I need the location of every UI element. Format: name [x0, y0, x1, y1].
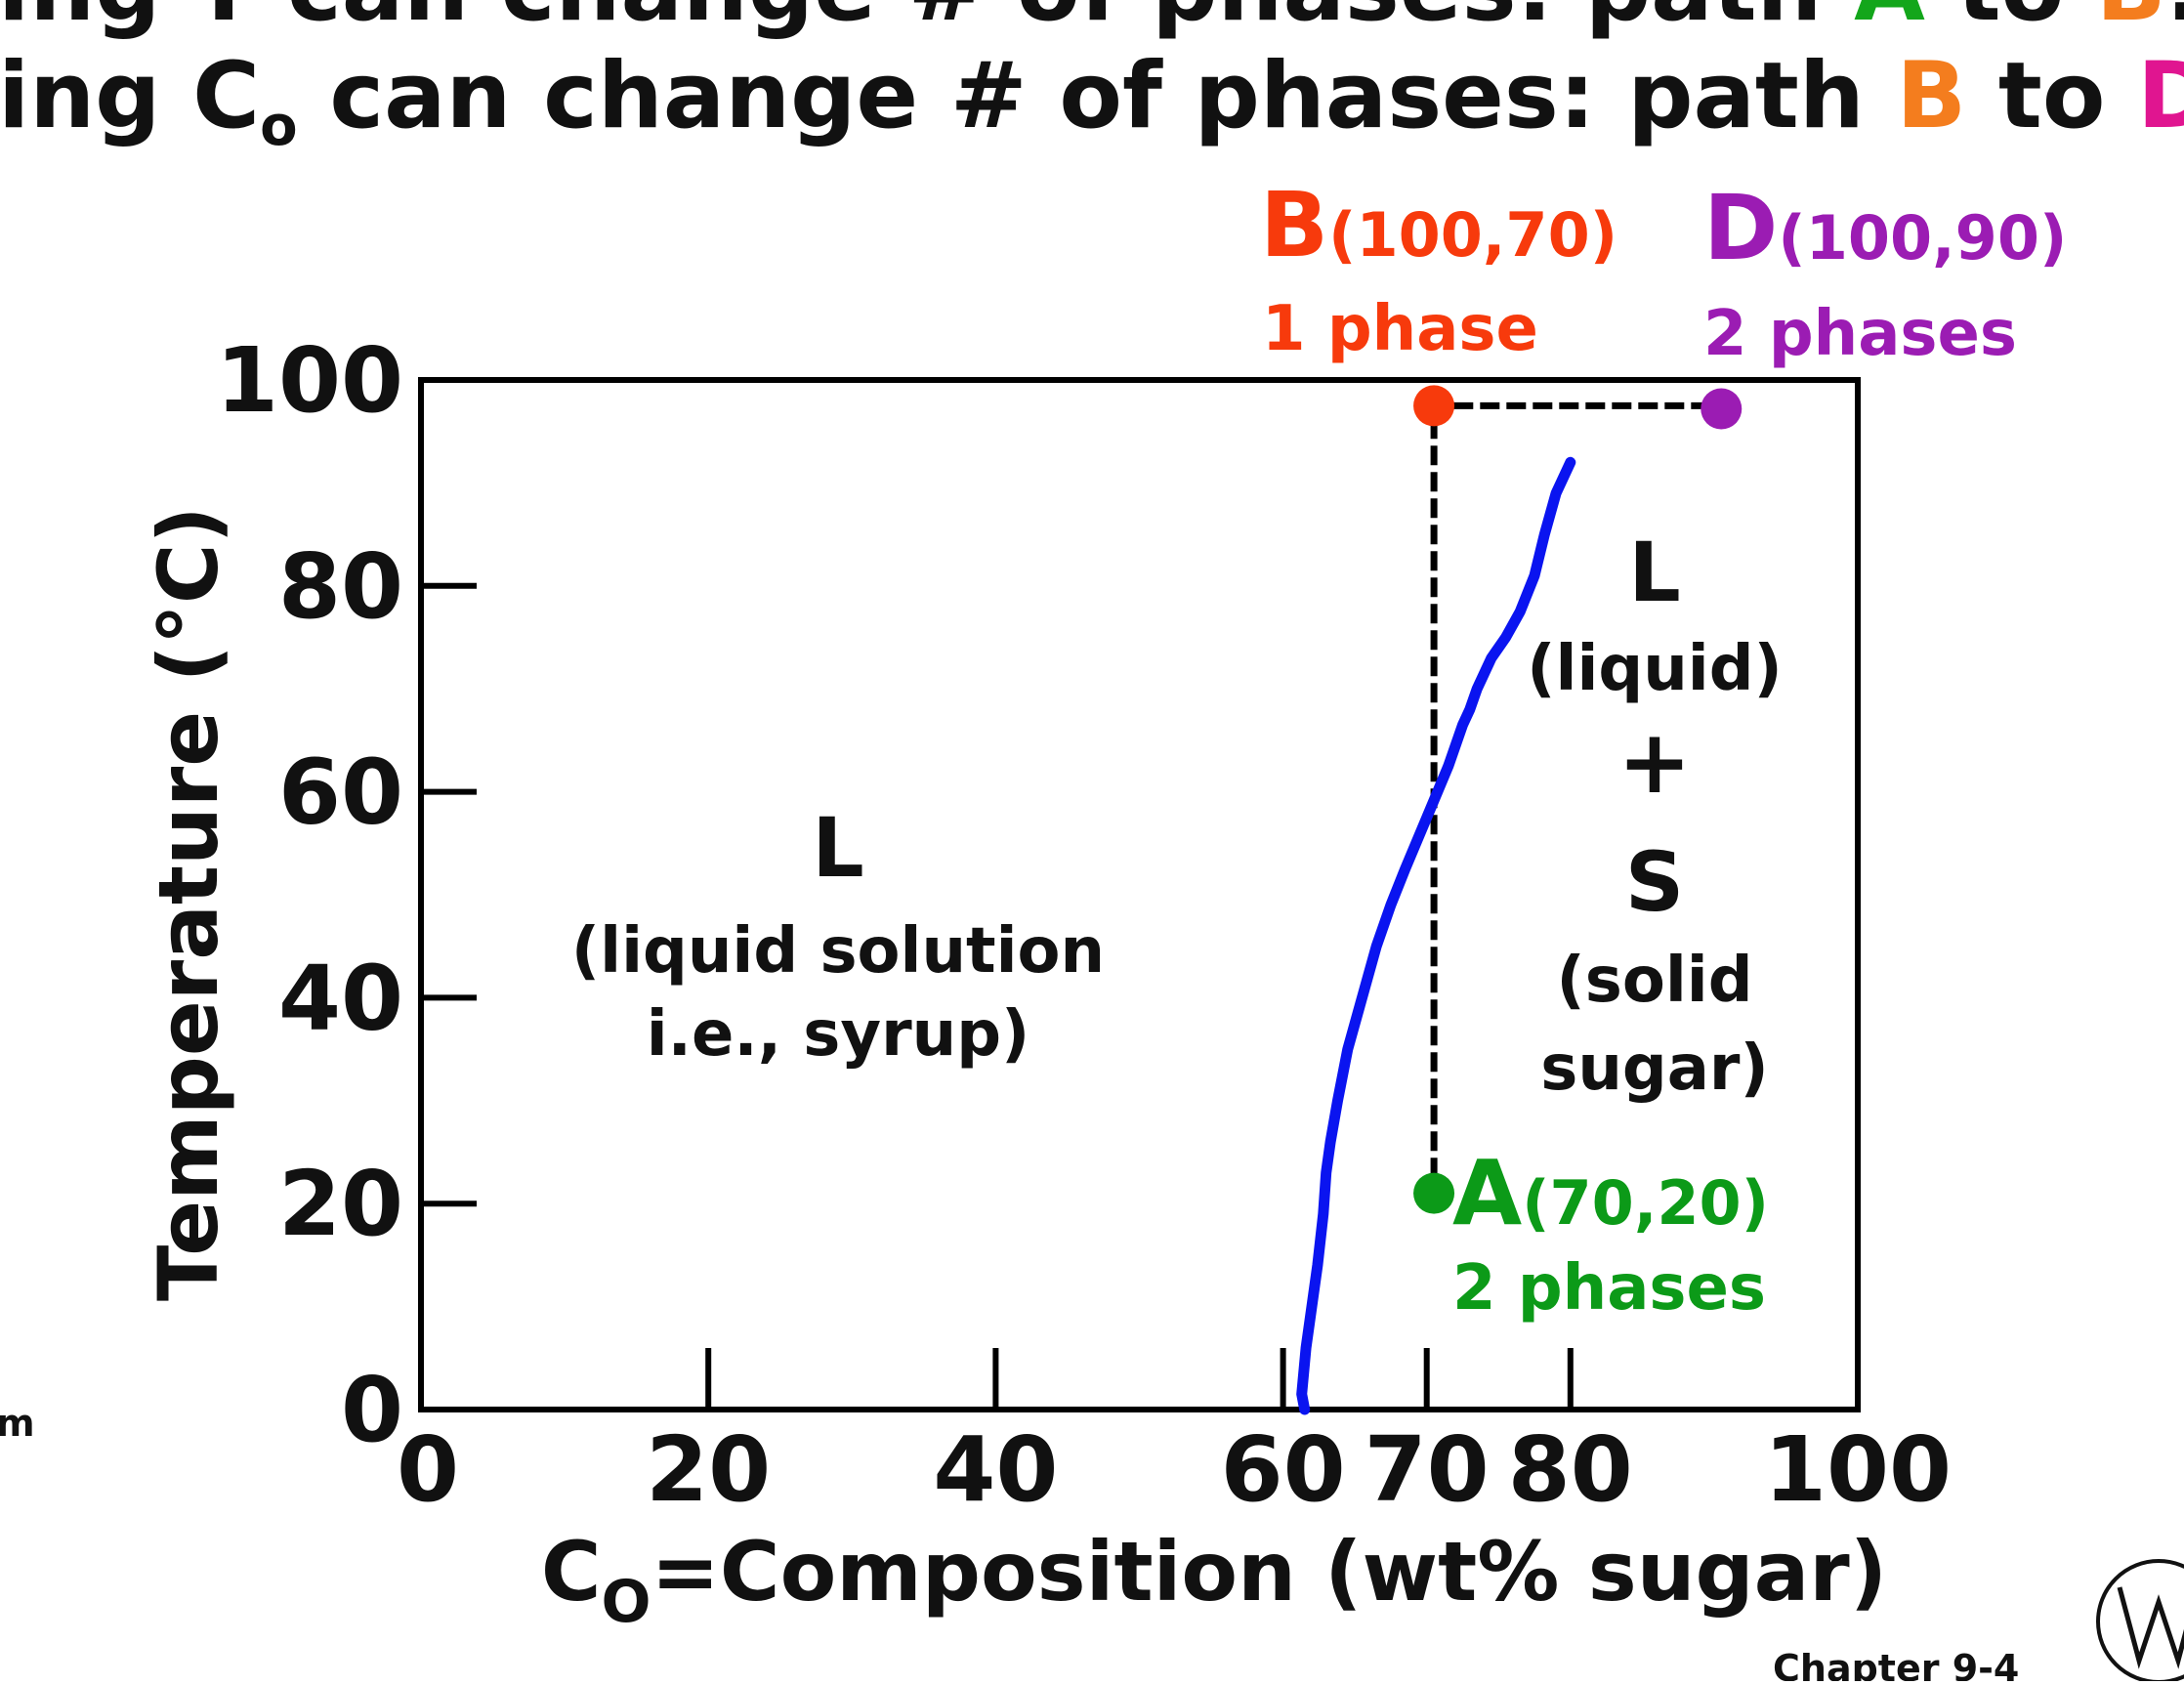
- x-tick-label: 0: [397, 1417, 459, 1522]
- y-axis-ticks: 0 20 40 60 80 100: [216, 328, 477, 1462]
- x-tick-label: 20: [646, 1417, 771, 1522]
- svg-text:A(70,20): A(70,20): [1452, 1141, 1769, 1245]
- solubility-limit-curve: [1296, 456, 1576, 1415]
- y-tick-label: 60: [278, 740, 403, 845]
- region-label-liquid-solution: L (liquid solution i.e., syrup): [571, 800, 1105, 1071]
- x-tick-label: 100: [1764, 1417, 1952, 1522]
- svg-text:1 phase: 1 phase: [1262, 293, 1538, 365]
- publisher-logo: [2096, 1559, 2184, 1684]
- svg-text:B(100,70): B(100,70): [1260, 173, 1617, 277]
- svg-text:i.e., syrup): i.e., syrup): [647, 998, 1030, 1071]
- point-a-marker: [1413, 1172, 1455, 1214]
- slide-title-line-1: ing T can change # of phases: path A to …: [0, 0, 2184, 42]
- svg-text:(liquid): (liquid): [1527, 633, 1783, 705]
- x-axis-label: CO=Composition (wt% sugar): [541, 1524, 1887, 1636]
- x-axis-ticks: 0 20 40 60 70 80 100: [397, 1348, 1952, 1522]
- y-tick-label: 40: [278, 946, 403, 1050]
- point-label-b: B(100,70) 1 phase: [1260, 173, 1617, 365]
- svg-text:2 phases: 2 phases: [1703, 298, 2017, 370]
- point-label-d: D(100,90) 2 phases: [1703, 176, 2067, 370]
- points-layer: [1413, 385, 1743, 1214]
- y-tick-label: 0: [341, 1358, 403, 1462]
- point-label-a: A(70,20) 2 phases: [1452, 1141, 1769, 1325]
- y-tick-label: 100: [216, 328, 403, 433]
- x-tick-label: 80: [1508, 1417, 1633, 1522]
- x-tick-label: 60: [1221, 1417, 1346, 1522]
- svg-text:+: +: [1617, 711, 1691, 814]
- svg-text:L: L: [1628, 525, 1681, 620]
- svg-text:L: L: [812, 800, 864, 896]
- x-tick-label: 40: [933, 1417, 1058, 1522]
- svg-text:sugar): sugar): [1540, 1032, 1768, 1105]
- left-edge-fragment: m: [0, 1402, 35, 1445]
- plot-frame: [418, 377, 1861, 1412]
- footer-chapter-label: Chapter 9-4: [1773, 1647, 2019, 1681]
- slide-title-line-2: ing Co can change # of phases: path B to…: [0, 43, 2184, 158]
- point-d-marker: [1701, 388, 1743, 430]
- svg-text:(solid: (solid: [1557, 945, 1753, 1017]
- svg-text:2 phases: 2 phases: [1452, 1252, 1766, 1325]
- y-axis-label: Temperature (°C): [141, 506, 236, 1301]
- svg-text:D(100,90): D(100,90): [1703, 176, 2067, 280]
- x-tick-label: 70: [1365, 1417, 1490, 1522]
- y-tick-label: 80: [278, 534, 403, 639]
- svg-text:(liquid solution: (liquid solution: [571, 915, 1105, 988]
- point-b-marker: [1413, 385, 1455, 427]
- region-label-liquid-plus-solid: L (liquid) + S (solid sugar): [1527, 525, 1783, 1105]
- y-tick-label: 20: [278, 1152, 403, 1256]
- svg-text:S: S: [1625, 834, 1685, 930]
